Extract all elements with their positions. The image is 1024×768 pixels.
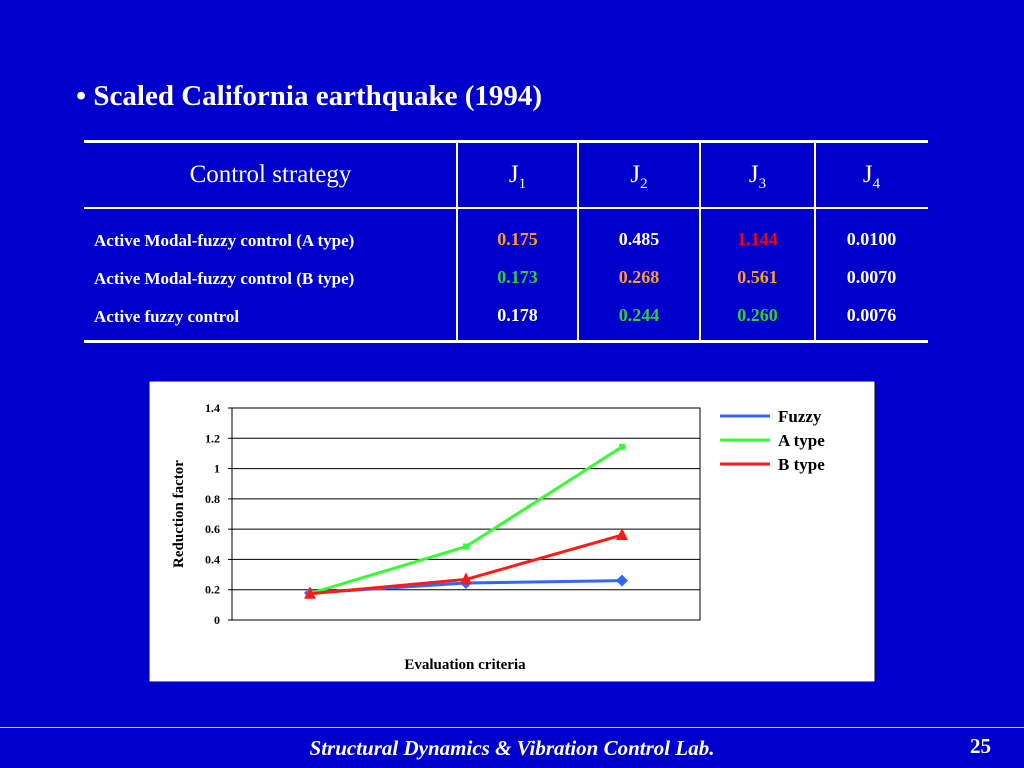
value-cell: 0.0076 [846, 305, 897, 325]
header-cell: J1 [457, 161, 578, 193]
header-letter: J [748, 161, 759, 188]
y-tick-label: 0.4 [205, 552, 220, 566]
value-cell: 0.173 [497, 267, 538, 287]
y-tick-label: 1.2 [205, 431, 220, 445]
x-axis-label: Evaluation criteria [404, 657, 526, 673]
value-cell: 0.268 [618, 267, 660, 287]
y-axis-label: Reduction factor [171, 460, 187, 568]
y-tick-label: 0.2 [205, 583, 220, 597]
header-cell: J3 [700, 161, 815, 193]
strategy-cell: Active Modal-fuzzy control (A type) [94, 231, 355, 250]
y-tick-label: 1 [214, 462, 220, 476]
header-rule [84, 207, 928, 209]
value-cell: 0.260 [737, 305, 778, 325]
y-tick-label: 0.8 [205, 492, 220, 506]
chart-frame [149, 381, 875, 682]
header-cell: J4 [815, 161, 928, 193]
header-subscript: 4 [872, 176, 881, 192]
column-rule [699, 143, 701, 340]
value-cell: 0.561 [737, 267, 778, 287]
header-subscript: 3 [758, 176, 767, 192]
legend-label: Fuzzy [778, 407, 822, 426]
marker [463, 543, 469, 550]
legend-label: A type [778, 431, 825, 450]
y-tick-label: 0.6 [205, 522, 220, 536]
value-cell: 0.485 [618, 229, 660, 249]
value-cell: 0.178 [497, 305, 538, 325]
legend-label: B type [778, 455, 825, 474]
page-number: 25 [970, 734, 991, 758]
footer-rule [0, 727, 1024, 728]
header-letter: J [630, 161, 641, 188]
y-tick-label: 0 [214, 613, 220, 627]
bullet: • Scaled California earthquake (1994) [76, 80, 543, 112]
strategy-cell: Active fuzzy control [94, 307, 240, 326]
chart: 0 0.2 0.4 0.6 0.8 1 1.2 1.4 Evaluation criteria R… [149, 381, 875, 682]
marker [304, 586, 316, 599]
column-rule [814, 143, 816, 340]
header-subscript: 1 [518, 176, 527, 192]
header-letter: J [862, 161, 873, 188]
header-letter: J [508, 161, 519, 188]
value-cell: 0.0070 [846, 267, 897, 287]
marker [460, 572, 472, 585]
header-subscript: 2 [640, 176, 648, 192]
header-cell: J2 [578, 161, 700, 193]
column-rule [456, 143, 458, 340]
value-cell: 1.144 [737, 229, 778, 249]
plot-frame [231, 407, 701, 621]
footer: Structural Dynamics & Vibration Control … [309, 736, 715, 760]
value-cell: 0.175 [497, 229, 538, 249]
header-cell: Control strategy [189, 161, 352, 188]
value-cell: 0.0100 [846, 229, 897, 249]
value-cell: 0.244 [618, 305, 660, 325]
marker [616, 528, 628, 541]
strategy-cell: Active Modal-fuzzy control (B type) [94, 269, 355, 288]
y-tick-label: 1.4 [205, 401, 220, 415]
bullet-text: Scaled California earthquake (1994) [93, 80, 543, 112]
column-rule [577, 143, 579, 340]
table: Control strategy J1 J2 J3 J4 Active Modal-fuz… [84, 140, 928, 343]
marker [616, 574, 628, 587]
marker [619, 443, 625, 450]
